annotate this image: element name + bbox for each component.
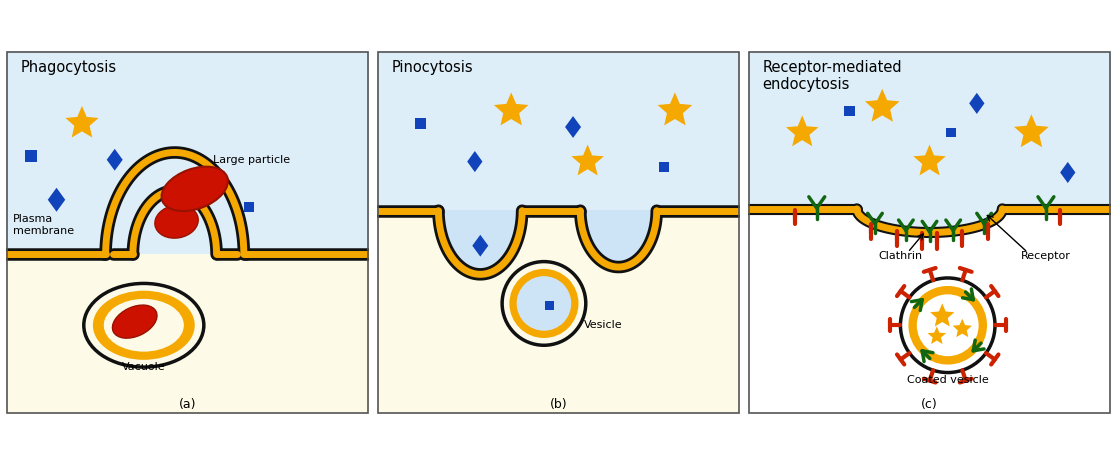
Ellipse shape	[908, 286, 987, 365]
Bar	[245, 202, 255, 212]
Polygon shape	[581, 211, 657, 267]
Polygon shape	[467, 151, 483, 172]
Polygon shape	[658, 93, 693, 126]
Ellipse shape	[155, 205, 198, 238]
Ellipse shape	[517, 276, 571, 331]
Ellipse shape	[113, 305, 157, 338]
Bar	[747, 209, 1111, 414]
Text: Large particle: Large particle	[213, 155, 290, 165]
Bar	[844, 106, 855, 116]
Text: Coated vesicle: Coated vesicle	[907, 375, 989, 385]
Polygon shape	[930, 304, 954, 326]
Polygon shape	[472, 235, 488, 257]
Text: Pinocytosis: Pinocytosis	[391, 60, 472, 75]
Polygon shape	[494, 93, 528, 126]
Text: Receptor: Receptor	[1021, 251, 1070, 261]
Ellipse shape	[104, 299, 184, 352]
Bar	[6, 254, 370, 414]
Polygon shape	[1014, 114, 1049, 147]
Polygon shape	[953, 319, 972, 337]
Polygon shape	[857, 209, 1002, 232]
Text: (c): (c)	[922, 398, 938, 411]
Polygon shape	[927, 326, 946, 344]
Ellipse shape	[93, 291, 194, 360]
Text: Phagocytosis: Phagocytosis	[20, 60, 116, 75]
Bar	[376, 51, 741, 211]
Ellipse shape	[503, 262, 585, 345]
Bar	[376, 211, 741, 414]
Text: (a): (a)	[179, 398, 197, 411]
Bar	[414, 118, 426, 129]
Ellipse shape	[84, 284, 203, 367]
Text: Vesicle: Vesicle	[584, 320, 622, 330]
Polygon shape	[1060, 162, 1076, 183]
Text: (b): (b)	[550, 398, 567, 411]
Polygon shape	[439, 211, 522, 274]
Ellipse shape	[917, 294, 978, 356]
Polygon shape	[970, 93, 984, 114]
Polygon shape	[107, 149, 123, 171]
Polygon shape	[914, 145, 946, 175]
Ellipse shape	[509, 269, 579, 338]
Polygon shape	[865, 89, 899, 122]
Polygon shape	[66, 106, 98, 138]
Text: Plasma
membrane: Plasma membrane	[13, 214, 74, 236]
Polygon shape	[571, 145, 604, 175]
Text: Receptor-mediated
endocytosis: Receptor-mediated endocytosis	[762, 60, 901, 92]
Polygon shape	[786, 115, 819, 146]
Text: Clathrin: Clathrin	[878, 251, 923, 261]
Bar	[6, 51, 370, 254]
Ellipse shape	[162, 166, 228, 211]
Polygon shape	[48, 188, 65, 212]
Bar	[747, 51, 1111, 209]
Bar	[545, 300, 554, 310]
Bar	[25, 150, 37, 162]
Bar	[946, 127, 956, 137]
Bar	[659, 162, 669, 172]
Polygon shape	[565, 116, 581, 138]
Text: Vacuole: Vacuole	[122, 362, 165, 372]
